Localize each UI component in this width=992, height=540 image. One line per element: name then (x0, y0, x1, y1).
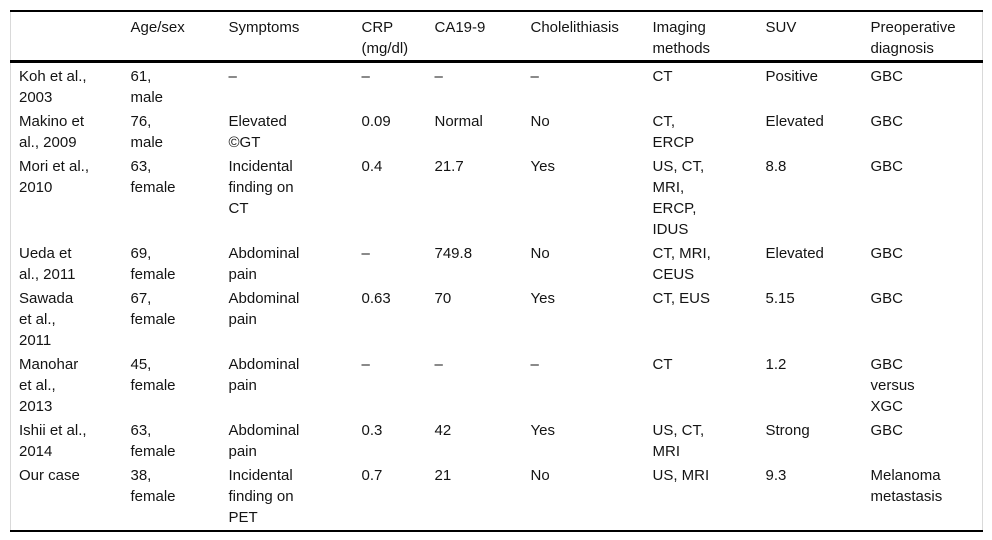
cell-preoperative-diagnosis: GBC (870, 290, 904, 307)
cell-age-sex: 76, male (130, 113, 164, 151)
cell-ca19-9: 21.7 (434, 158, 464, 175)
column-header-age-sex: Age/sex (122, 11, 221, 63)
cell-age-sex: 67, female (130, 290, 176, 328)
cell-study: Sawada et al., 2011 (19, 290, 74, 349)
cell-age-sex: 38, female (130, 467, 176, 505)
cell-crp: 0.4 (361, 158, 383, 175)
cell-preoperative-diagnosis: GBC (870, 113, 904, 130)
cell-cholelithiasis: – (530, 68, 539, 85)
cell-cholelithiasis: Yes (530, 290, 555, 307)
cell-study: Ishii et al., 2014 (19, 422, 87, 460)
cell-preoperative-diagnosis: GBC (870, 422, 904, 439)
cell-age-sex: 45, female (130, 356, 176, 394)
cell-preoperative-diagnosis: GBC (870, 68, 904, 85)
cell-cholelithiasis: – (530, 356, 539, 373)
case-reports-table: Age/sex Symptoms CRP (mg/dl) CA19-9 Chol… (10, 10, 983, 532)
cell-ca19-9: 70 (434, 290, 452, 307)
cell-cholelithiasis: No (530, 467, 550, 484)
cell-crp: – (361, 356, 370, 373)
cell-suv: 8.8 (765, 158, 787, 175)
cell-ca19-9: Normal (434, 113, 483, 130)
column-header-imaging-methods: Imaging methods (644, 11, 758, 63)
cell-symptoms: – (228, 68, 237, 85)
cell-preoperative-diagnosis: GBC versus XGC (870, 356, 915, 415)
cell-suv: 9.3 (765, 467, 787, 484)
column-header-suv: SUV (757, 11, 863, 63)
cell-cholelithiasis: Yes (530, 422, 555, 439)
cell-ca19-9: 749.8 (434, 245, 473, 262)
cell-ca19-9: 21 (434, 467, 452, 484)
cell-symptoms: Abdominal pain (228, 245, 300, 283)
cell-age-sex: 61, male (130, 68, 164, 106)
cell-study: Makino et al., 2009 (19, 113, 85, 151)
cell-symptoms: Incidental finding on CT (228, 158, 294, 217)
cell-study: Manohar et al., 2013 (19, 356, 79, 415)
table-row-our-case: Our case 38, female Incidental finding o… (11, 464, 983, 531)
table-row-ueda-2011: Ueda et al., 2011 69, female Abdominal p… (11, 242, 983, 287)
cell-cholelithiasis: Yes (530, 158, 555, 175)
cell-suv: Elevated (765, 113, 824, 130)
cell-symptoms: Abdominal pain (228, 356, 300, 394)
cell-suv: 5.15 (765, 290, 795, 307)
table-row-koh-2003: Koh et al., 2003 61, male – – – – CT Pos… (11, 62, 983, 111)
cell-imaging-methods: US, MRI (652, 467, 710, 484)
cell-study: Mori et al., 2010 (19, 158, 90, 196)
cell-suv: Elevated (765, 245, 824, 262)
table-row-mori-2010: Mori et al., 2010 63, female Incidental … (11, 155, 983, 242)
column-header-preoperative-diagnosis: Preoperative diagnosis (862, 11, 983, 63)
cell-age-sex: 63, female (130, 422, 176, 460)
table-row-ishii-2014: Ishii et al., 2014 63, female Abdominal … (11, 419, 983, 464)
cell-imaging-methods: US, CT, MRI, ERCP, IDUS (652, 158, 705, 238)
cell-suv: Strong (765, 422, 810, 439)
column-header-study (10, 11, 123, 63)
cell-imaging-methods: US, CT, MRI (652, 422, 705, 460)
cell-preoperative-diagnosis: GBC (870, 245, 904, 262)
cell-symptoms: Incidental finding on PET (228, 467, 294, 526)
cell-crp: 0.7 (361, 467, 383, 484)
cell-symptoms: Elevated ©GT (228, 113, 287, 151)
cell-preoperative-diagnosis: GBC (870, 158, 904, 175)
cell-imaging-methods: CT, MRI, CEUS (652, 245, 711, 283)
cell-age-sex: 63, female (130, 158, 176, 196)
cell-imaging-methods: CT, EUS (652, 290, 711, 307)
cell-imaging-methods: CT, ERCP (652, 113, 695, 151)
column-header-cholelithiasis: Cholelithiasis (522, 11, 645, 63)
cell-study: Ueda et al., 2011 (19, 245, 76, 283)
column-header-crp: CRP (mg/dl) (353, 11, 427, 63)
cell-crp: – (361, 245, 370, 262)
cell-crp: – (361, 68, 370, 85)
cell-imaging-methods: CT (652, 356, 673, 373)
column-header-ca19-9: CA19-9 (426, 11, 523, 63)
header-row: Age/sex Symptoms CRP (mg/dl) CA19-9 Chol… (10, 11, 983, 63)
cell-ca19-9: – (434, 68, 443, 85)
cell-ca19-9: – (434, 356, 443, 373)
table-row-manohar-2013: Manohar et al., 2013 45, female Abdomina… (11, 353, 983, 419)
cell-crp: 0.63 (361, 290, 391, 307)
cell-cholelithiasis: No (530, 245, 550, 262)
cell-suv: 1.2 (765, 356, 787, 373)
cell-suv: Positive (765, 68, 819, 85)
cell-imaging-methods: CT (652, 68, 673, 85)
cell-cholelithiasis: No (530, 113, 550, 130)
cell-study: Our case (19, 467, 80, 484)
cell-age-sex: 69, female (130, 245, 176, 283)
cell-symptoms: Abdominal pain (228, 422, 300, 460)
cell-study: Koh et al., 2003 (19, 68, 87, 106)
cell-ca19-9: 42 (434, 422, 452, 439)
table-row-makino-2009: Makino et al., 2009 76, male Elevated ©G… (11, 110, 983, 155)
column-header-symptoms: Symptoms (220, 11, 354, 63)
table-row-sawada-2011: Sawada et al., 2011 67, female Abdominal… (11, 287, 983, 353)
cell-crp: 0.3 (361, 422, 383, 439)
cell-preoperative-diagnosis: Melanoma metastasis (870, 467, 943, 505)
cell-symptoms: Abdominal pain (228, 290, 300, 328)
cell-crp: 0.09 (361, 113, 391, 130)
